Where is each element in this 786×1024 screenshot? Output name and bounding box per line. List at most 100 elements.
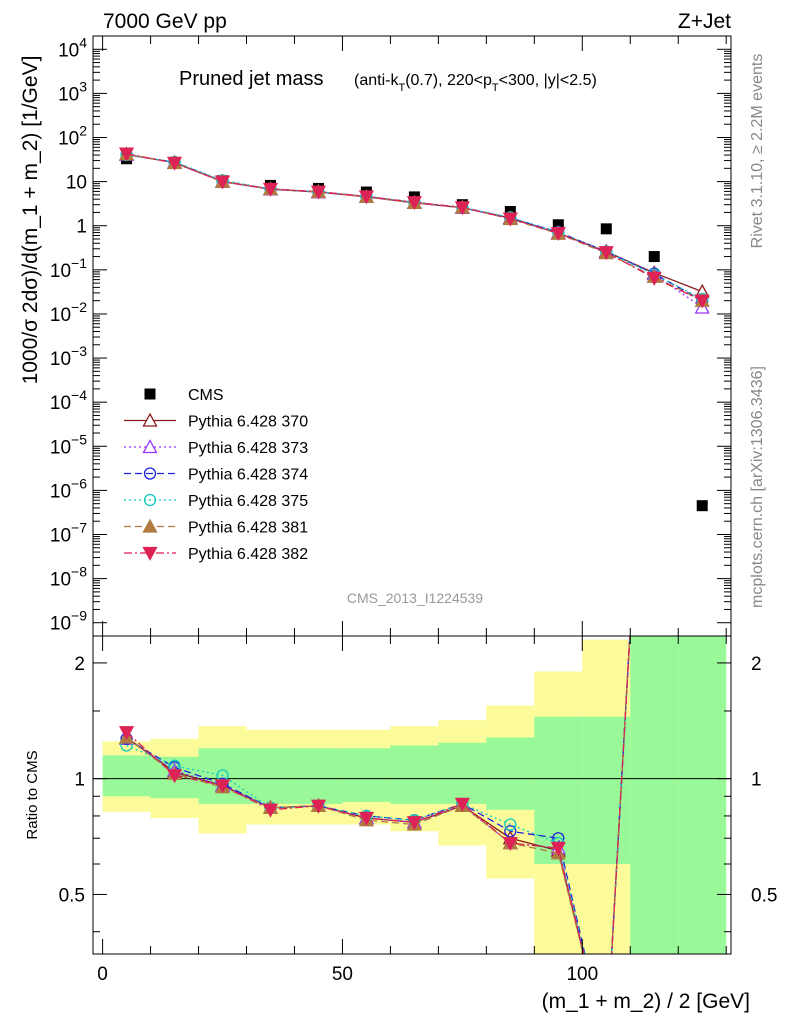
ratio-point-5-8 xyxy=(502,836,518,851)
y-tick-label: 103 xyxy=(58,78,87,105)
data-point-6-4 xyxy=(310,185,327,200)
ratio-point-5-0 xyxy=(118,726,135,741)
legend-label: Pythia 6.428 382 xyxy=(188,546,308,563)
main-panel-series xyxy=(118,146,710,512)
header-right: Z+Jet xyxy=(678,10,731,33)
y-tick-label: 10−8 xyxy=(50,564,87,591)
axis-ticks xyxy=(93,35,731,954)
title-detail: (anti-kT(0.7), 220<pT<300, |y|<2.5) xyxy=(354,72,597,94)
data-point-0-11 xyxy=(648,251,660,263)
ratio-band-inner xyxy=(342,748,391,802)
ratio-panel-frame xyxy=(92,635,732,955)
data-point-6-0 xyxy=(118,147,135,162)
x-tick-label: 0 xyxy=(97,964,108,985)
legend-label: Pythia 6.428 381 xyxy=(188,520,308,537)
legend-label: Pythia 6.428 374 xyxy=(188,467,308,484)
ratio-point-5-3 xyxy=(262,803,279,818)
legend-item: Pythia 6.428 374 xyxy=(124,467,308,484)
ratio-y-tick-label-right: 1 xyxy=(751,770,762,791)
x-tick-label: 50 xyxy=(332,964,353,985)
data-point-0-9 xyxy=(552,219,564,231)
ratio-y-tick-label: 1 xyxy=(74,770,85,791)
legend: CMS Pythia 6.428 370 Pythia 6.428 373 Pythi… xyxy=(124,387,308,563)
ratio-band-inner xyxy=(534,716,583,864)
ratio-point-5-4 xyxy=(310,799,327,814)
legend-marker xyxy=(144,388,156,400)
y-axis-label-ratio: Ratio to CMS xyxy=(24,750,41,839)
y-axis-label-main: 1000/σ 2dσ)/d(m_1 + m_2) [1/GeV] xyxy=(19,56,42,385)
legend-item: CMS xyxy=(144,387,224,404)
y-tick-label: 10−5 xyxy=(50,431,87,458)
x-tick-label: 100 xyxy=(566,964,598,985)
y-tick-label: 102 xyxy=(58,123,87,150)
y-tick-label: 10−6 xyxy=(50,475,87,502)
data-point-0-10 xyxy=(600,223,612,235)
legend-marker xyxy=(143,467,157,480)
y-tick-label: 1 xyxy=(76,217,87,238)
series-line-5 xyxy=(126,153,703,302)
title-main: Pruned jet mass xyxy=(179,68,324,90)
data-point-6-8 xyxy=(502,212,518,227)
data-point-6-1 xyxy=(166,156,183,171)
ratio-band-inner xyxy=(486,737,535,810)
ratio-panel-series xyxy=(118,636,631,954)
ratio-point-5-7 xyxy=(454,797,470,812)
ratio-band-inner xyxy=(294,748,343,804)
series-line-3 xyxy=(126,153,703,302)
ratio-band-inner xyxy=(390,745,439,804)
ratio-point-3-8 xyxy=(504,818,517,831)
legend-label: Pythia 6.428 370 xyxy=(188,414,308,431)
legend-item: Pythia 6.428 373 xyxy=(124,439,308,457)
legend-item: Pythia 6.428 382 xyxy=(124,546,308,563)
legend-marker xyxy=(142,518,158,533)
x-axis-label: (m_1 + m_2) / 2 [GeV] xyxy=(542,990,750,1013)
series-line-1 xyxy=(126,153,703,293)
ratio-y-tick-label-right: 2 xyxy=(751,654,762,675)
ratio-y-tick-label-right: 0.5 xyxy=(751,885,777,906)
series-line-6 xyxy=(126,153,703,302)
plot-title: Pruned jet mass (anti-kT(0.7), 220<pT<30… xyxy=(179,68,597,94)
ratio-point-5-9 xyxy=(550,841,566,856)
ratio-uncertainty-bands xyxy=(102,636,727,954)
analysis-watermark: CMS_2013_I1224539 xyxy=(347,590,483,606)
data-point-6-10 xyxy=(598,246,614,261)
y-tick-label: 10−1 xyxy=(50,255,87,282)
legend-item: Pythia 6.428 370 xyxy=(124,412,308,431)
ratio-band-inner xyxy=(102,755,151,797)
side-text-mcplots: mcplots.cern.ch [arXiv:1306.3436] xyxy=(749,366,766,608)
side-text-rivet: Rivet 3.1.10, ≥ 2.2M events xyxy=(749,54,766,249)
data-point-0-12 xyxy=(696,500,708,512)
ratio-band-inner xyxy=(582,716,631,864)
legend-marker xyxy=(142,412,158,427)
legend-label: Pythia 6.428 375 xyxy=(188,493,308,510)
ratio-y-tick-label: 0.5 xyxy=(59,885,85,906)
legend-label: CMS xyxy=(188,387,224,404)
data-point-6-12 xyxy=(694,294,710,309)
data-point-6-6 xyxy=(406,196,422,211)
legend-marker xyxy=(143,493,157,507)
ratio-point-3-2 xyxy=(216,769,229,782)
y-tick-label: 10−2 xyxy=(50,299,87,326)
data-point-6-7 xyxy=(454,201,470,216)
ratio-band-inner xyxy=(246,748,295,804)
data-point-6-11 xyxy=(646,271,662,286)
ratio-band-inner xyxy=(678,636,727,954)
y-tick-label: 104 xyxy=(58,34,87,61)
legend-marker xyxy=(142,546,158,561)
data-point-6-9 xyxy=(550,226,566,241)
data-point-6-5 xyxy=(358,190,375,205)
ratio-point-5-5 xyxy=(358,811,375,826)
y-tick-label: 10−3 xyxy=(50,343,87,370)
ratio-band-inner xyxy=(630,636,679,954)
ratio-band-inner xyxy=(438,742,487,804)
legend-item: Pythia 6.428 381 xyxy=(124,518,308,537)
y-tick-label: 10−7 xyxy=(50,519,87,546)
legend-marker xyxy=(142,439,158,454)
ratio-point-5-6 xyxy=(406,816,422,831)
series-line-4 xyxy=(126,154,703,300)
ratio-point-5-2 xyxy=(214,779,231,794)
ratio-point-5-1 xyxy=(166,769,183,784)
legend-item: Pythia 6.428 375 xyxy=(124,493,308,510)
axis-tick-labels: 10−910−810−710−610−510−410−310−210−11101… xyxy=(50,34,778,985)
